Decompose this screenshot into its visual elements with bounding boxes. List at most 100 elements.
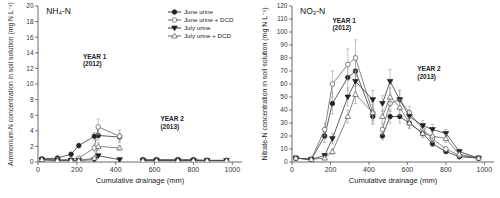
data-point bbox=[40, 157, 45, 162]
data-point bbox=[117, 134, 122, 139]
x-tick-label: 0 bbox=[36, 166, 40, 173]
x-tick-label: 400 bbox=[363, 166, 375, 173]
legend-label: June urine bbox=[184, 8, 213, 15]
y-tick-label: 80 bbox=[280, 54, 288, 61]
series bbox=[40, 131, 229, 162]
legend-label: July urine + DCD bbox=[184, 32, 231, 39]
y-tick-label: 20 bbox=[26, 2, 34, 9]
error-bar bbox=[77, 143, 80, 148]
y-tick-label: 6 bbox=[30, 112, 34, 119]
y-tick bbox=[289, 97, 292, 98]
y-tick-label: 2 bbox=[30, 143, 34, 150]
series-line bbox=[42, 135, 227, 160]
y-tick-label: 40 bbox=[280, 106, 288, 113]
series bbox=[293, 85, 481, 161]
data-point bbox=[309, 157, 314, 162]
data-point bbox=[309, 157, 314, 162]
data-point bbox=[141, 158, 146, 162]
series bbox=[294, 40, 481, 162]
y-tick bbox=[289, 110, 292, 111]
data-point bbox=[476, 156, 481, 161]
y-axis-label: Nitrate-N concentration in soil solution… bbox=[261, 7, 269, 160]
data-point bbox=[476, 155, 482, 160]
legend-label: July urine bbox=[184, 24, 211, 31]
annotation: YEAR 2(2013) bbox=[160, 115, 184, 131]
legend-marker bbox=[172, 18, 177, 23]
data-point bbox=[430, 133, 436, 138]
data-point bbox=[154, 158, 159, 162]
series bbox=[294, 55, 481, 161]
y-tick bbox=[35, 146, 38, 147]
y-tick-label: 100 bbox=[277, 28, 288, 35]
y-tick-label: 10 bbox=[280, 145, 288, 152]
error-bar bbox=[444, 146, 447, 151]
x-tick-label: 0 bbox=[290, 166, 294, 173]
data-point bbox=[330, 101, 335, 106]
data-point bbox=[205, 158, 210, 162]
series-line bbox=[296, 81, 479, 159]
x-tick bbox=[232, 162, 233, 165]
data-point bbox=[444, 147, 449, 152]
data-point bbox=[293, 155, 299, 160]
x-tick-label: 800 bbox=[440, 166, 452, 173]
x-tick-label: 200 bbox=[325, 166, 337, 173]
y-tick bbox=[289, 162, 292, 163]
y-tick-label: 8 bbox=[30, 96, 34, 103]
legend-item: July urine + DCD bbox=[168, 32, 231, 39]
series-line bbox=[296, 71, 479, 159]
error-bar bbox=[323, 123, 326, 136]
y-tick bbox=[289, 32, 292, 33]
data-point bbox=[77, 143, 82, 148]
data-point bbox=[154, 158, 160, 162]
data-point bbox=[117, 135, 122, 140]
data-point bbox=[330, 149, 336, 154]
x-tick-label: 1000 bbox=[224, 166, 240, 173]
data-point bbox=[420, 131, 426, 136]
data-point bbox=[293, 156, 299, 161]
panel: 0200400600800100002468101214161820Cumula… bbox=[7, 2, 242, 185]
legend: June urineJune urine + DCDJuly urineJuly… bbox=[168, 8, 234, 39]
error-bar bbox=[389, 110, 392, 123]
data-point bbox=[117, 145, 123, 150]
y-tick-label: 70 bbox=[280, 67, 288, 74]
data-point bbox=[353, 79, 359, 84]
data-point bbox=[380, 114, 386, 119]
y-tick-label: 0 bbox=[284, 158, 288, 165]
legend-item: July urine bbox=[168, 24, 211, 31]
data-point bbox=[204, 158, 210, 162]
data-point bbox=[224, 158, 230, 162]
data-point bbox=[224, 158, 229, 162]
data-point bbox=[95, 154, 101, 159]
y-tick-label: 20 bbox=[280, 132, 288, 139]
x-axis-line bbox=[292, 162, 494, 163]
data-point bbox=[387, 79, 393, 84]
annotation: YEAR 1(2012) bbox=[332, 17, 356, 32]
y-tick bbox=[35, 130, 38, 131]
error-bar bbox=[381, 124, 384, 134]
y-tick bbox=[35, 6, 38, 7]
data-point bbox=[224, 158, 229, 162]
legend-item: June urine bbox=[168, 8, 213, 15]
data-point bbox=[308, 157, 314, 162]
series-line bbox=[42, 146, 227, 160]
data-point bbox=[322, 127, 327, 132]
x-tick bbox=[292, 162, 293, 165]
y-tick-label: 4 bbox=[30, 127, 34, 134]
x-tick-label: 800 bbox=[188, 166, 200, 173]
data-point bbox=[330, 137, 336, 142]
data-point bbox=[370, 98, 376, 103]
y-tick bbox=[289, 19, 292, 20]
y-tick-label: 60 bbox=[280, 80, 288, 87]
series bbox=[40, 119, 229, 162]
x-tick-label: 1000 bbox=[477, 166, 493, 173]
y-tick bbox=[35, 37, 38, 38]
series bbox=[39, 143, 229, 163]
data-point bbox=[55, 158, 61, 162]
y-tick-label: 14 bbox=[26, 49, 34, 56]
y-tick-label: 16 bbox=[26, 34, 34, 41]
x-tick-label: 400 bbox=[110, 166, 122, 173]
annotation-line: (2013) bbox=[417, 73, 436, 81]
x-tick bbox=[330, 162, 331, 165]
annotation-line: YEAR 1 bbox=[332, 17, 356, 24]
y-tick-label: 120 bbox=[277, 2, 288, 9]
